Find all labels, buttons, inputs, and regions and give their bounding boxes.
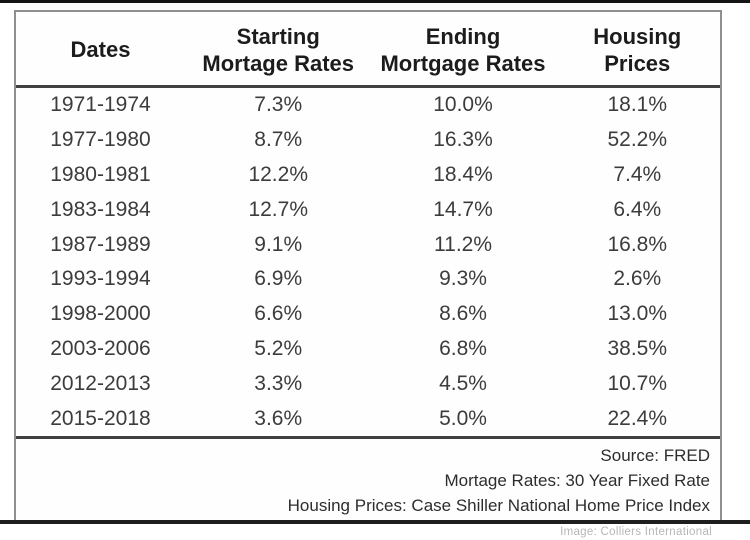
ending-rate-cell: 16.3% [433,128,493,152]
table-row: 1987-1989 9.1% 11.2% 16.8% [16,227,720,262]
ending-rate-cell: 10.0% [433,93,493,117]
ending-rate-cell: 9.3% [439,267,487,291]
date-cell: 2003-2006 [50,336,151,360]
mortgage-rate-note: Mortage Rates: 30 Year Fixed Rate [444,471,710,490]
column-header-ending-rates: Ending Mortgage Rates [372,12,555,85]
column-header-line: Starting [236,23,320,49]
column-header-line: Mortage Rates [202,50,355,76]
starting-rate-cell: 6.9% [254,267,303,291]
housing-price-cell: 16.8% [607,232,668,256]
column-header-line: Mortgage Rates [380,50,546,76]
housing-price-cell: 6.4% [613,197,662,221]
starting-rate-cell: 12.7% [248,197,308,221]
column-header-line: Housing [593,23,682,49]
date-cell: 1977-1980 [50,128,151,152]
table-footnotes: Source: FRED Mortage Rates: 30 Year Fixe… [16,436,720,518]
date-cell: 2012-2013 [50,371,151,395]
housing-price-cell: 13.0% [607,302,668,326]
table-row: 1977-1980 8.7% 16.3% 52.2% [16,123,720,158]
table-row: 1971-1974 7.3% 10.0% 18.1% [16,88,720,123]
table-row: 2003-2006 5.2% 6.8% 38.5% [16,332,720,367]
column-header-starting-rates: Starting Mortage Rates [185,12,372,85]
starting-rate-cell: 12.2% [248,162,308,186]
starting-rate-cell: 3.3% [254,371,303,395]
housing-price-cell: 10.7% [607,371,668,395]
table-row: 2015-2018 3.6% 5.0% 22.4% [16,401,720,436]
table-row: 1983-1984 12.7% 14.7% 6.4% [16,192,720,227]
date-cell: 1993-1994 [50,267,151,291]
column-header-line: Ending [425,23,501,49]
ending-rate-cell: 5.0% [439,406,487,430]
source-note: Source: FRED [600,446,710,465]
housing-price-cell: 2.6% [613,267,662,291]
starting-rate-cell: 8.7% [254,128,303,152]
column-header-line: Dates [70,37,131,62]
starting-rate-cell: 9.1% [254,232,303,256]
ending-rate-cell: 6.8% [439,336,487,360]
image-credit: Image: Colliers International [560,526,712,538]
date-cell: 1987-1989 [50,232,151,256]
table-row: 1993-1994 6.9% 9.3% 2.6% [16,262,720,297]
ending-rate-cell: 11.2% [434,232,493,256]
column-header-line: Prices [604,50,671,76]
column-header-dates: Dates [16,12,185,85]
starting-rate-cell: 7.3% [254,93,303,117]
table-row: 1980-1981 12.2% 18.4% 7.4% [16,158,720,193]
date-cell: 2015-2018 [50,406,151,430]
table-body: 1971-1974 7.3% 10.0% 18.1% 1977-1980 8.7% 16.3… [16,88,720,436]
table-row: 1998-2000 6.6% 8.6% 13.0% [16,297,720,332]
housing-price-cell: 38.5% [607,336,668,360]
housing-price-cell: 18.1% [607,93,668,117]
top-rule [0,0,750,3]
mortgage-table: Dates Starting Mortage Rates Ending Mort… [14,10,722,520]
starting-rate-cell: 6.6% [254,302,303,326]
date-cell: 1980-1981 [50,162,151,186]
column-header-housing-prices: Housing Prices [555,12,720,85]
housing-price-note: Housing Prices: Case Shiller National Ho… [287,496,710,515]
ending-rate-cell: 8.6% [439,302,487,326]
date-cell: 1971-1974 [50,93,151,117]
table-header-row: Dates Starting Mortage Rates Ending Mort… [16,12,720,88]
starting-rate-cell: 3.6% [254,406,303,430]
ending-rate-cell: 4.5% [439,371,487,395]
bottom-rule [0,520,750,524]
housing-price-cell: 22.4% [607,406,668,430]
table-row: 2012-2013 3.3% 4.5% 10.7% [16,366,720,401]
ending-rate-cell: 14.7% [433,197,493,221]
ending-rate-cell: 18.4% [433,162,493,186]
date-cell: 1983-1984 [50,197,151,221]
housing-price-cell: 7.4% [613,162,662,186]
housing-price-cell: 52.2% [607,128,668,152]
date-cell: 1998-2000 [50,302,151,326]
starting-rate-cell: 5.2% [254,336,303,360]
